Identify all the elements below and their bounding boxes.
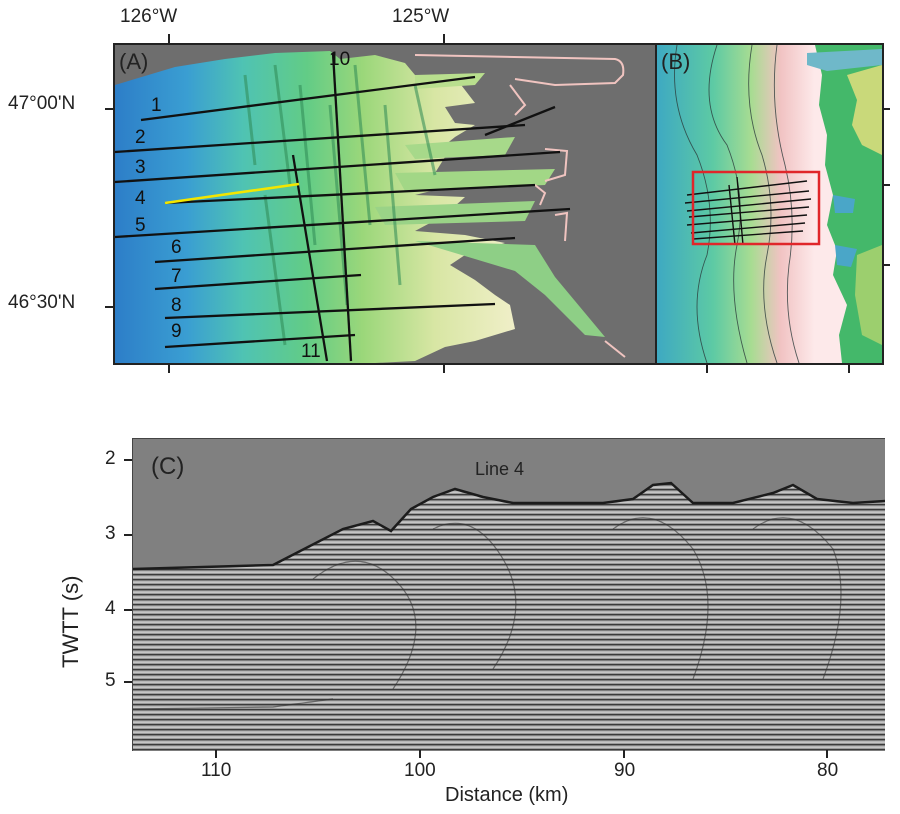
survey-line-4-highlight — [164, 182, 300, 205]
survey-line-10 — [331, 52, 353, 362]
bathymetry-map — [115, 45, 655, 363]
study-area-box — [691, 170, 821, 246]
tick-mark — [419, 750, 421, 758]
tick-mark — [882, 108, 890, 110]
survey-line-1 — [140, 75, 476, 122]
bathymetry-finger — [405, 137, 515, 159]
tick-mark — [168, 364, 170, 373]
panel-a-label: (A) — [119, 49, 149, 74]
depth-contours — [674, 45, 800, 363]
tick-mark — [124, 681, 132, 683]
bay-water — [835, 245, 857, 267]
panel-b-label: (B) — [661, 49, 691, 74]
ship-tracks — [414, 54, 626, 358]
survey-line-label-10: 10 — [329, 49, 351, 70]
survey-line-label-5: 5 — [135, 215, 146, 236]
survey-line-label-6: 6 — [171, 237, 182, 258]
y-axis-title: TWTT (s) — [58, 575, 83, 668]
regional-survey-lines — [684, 176, 812, 246]
survey-line-label-4: 4 — [135, 188, 146, 209]
survey-line-8 — [164, 302, 496, 320]
seafloor-reflector — [133, 481, 885, 571]
tick-mark — [443, 364, 445, 373]
y-tick-5: 5 — [105, 670, 116, 691]
seismic-section-panel: (C) Line 4 — [132, 438, 885, 751]
seismic-line-title: Line 4 — [475, 459, 525, 479]
survey-line-label-7: 7 — [171, 266, 182, 287]
seismic-section — [133, 439, 885, 751]
x-tick-80: 80 — [817, 760, 839, 781]
bathymetry-map-panel: (A) 10 1 2 3 4 5 6 7 8 9 11 — [113, 43, 657, 365]
survey-line-6 — [154, 236, 516, 264]
x-tick-90: 90 — [614, 760, 636, 781]
survey-line-label-2: 2 — [135, 127, 146, 148]
strait-water — [807, 49, 882, 71]
survey-line-label-8: 8 — [171, 295, 182, 316]
regional-map — [657, 45, 882, 363]
lat-tick-4630n: 46°30'N — [8, 292, 76, 313]
tick-mark — [124, 609, 132, 611]
x-axis-title: Distance (km) — [445, 784, 569, 806]
survey-lines — [115, 52, 571, 362]
tick-mark — [443, 34, 445, 43]
survey-line-2-ext — [484, 105, 556, 137]
tick-mark — [848, 364, 850, 373]
tick-mark — [623, 750, 625, 758]
survey-line-label-3: 3 — [135, 157, 146, 178]
tick-mark — [124, 534, 132, 536]
y-tick-4: 4 — [105, 598, 116, 619]
tick-mark — [826, 750, 828, 758]
sediment-reflectors — [133, 483, 885, 751]
tick-mark — [882, 184, 890, 186]
survey-line-4 — [164, 183, 536, 205]
survey-line-7 — [154, 273, 362, 291]
tick-mark — [124, 459, 132, 461]
lat-tick-47n: 47°00'N — [8, 93, 76, 114]
survey-line-11 — [291, 154, 329, 362]
tick-mark — [105, 108, 114, 110]
survey-line-label-9: 9 — [171, 321, 182, 342]
y-tick-3: 3 — [105, 523, 116, 544]
survey-line-label-1: 1 — [151, 95, 162, 116]
highland-land — [855, 245, 882, 345]
x-tick-110: 110 — [201, 760, 232, 781]
survey-line-3 — [115, 150, 561, 184]
lon-tick-125w: 125°W — [392, 6, 450, 27]
tick-mark — [105, 306, 114, 308]
lon-tick-126w: 126°W — [120, 6, 178, 27]
survey-line-2 — [115, 123, 526, 154]
tick-mark — [168, 34, 170, 43]
tick-mark — [882, 264, 890, 266]
fold-reflectors — [133, 517, 842, 710]
bay-water — [833, 195, 855, 213]
bathymetry-finger — [415, 241, 605, 337]
panel-c-label: (C) — [151, 453, 185, 480]
highland-land — [847, 65, 882, 155]
y-tick-2: 2 — [105, 448, 116, 469]
survey-line-label-11: 11 — [301, 341, 321, 362]
x-tick-100: 100 — [404, 760, 436, 781]
tick-mark — [706, 364, 708, 373]
tick-mark — [215, 750, 217, 758]
regional-map-panel: (B) — [655, 43, 884, 365]
